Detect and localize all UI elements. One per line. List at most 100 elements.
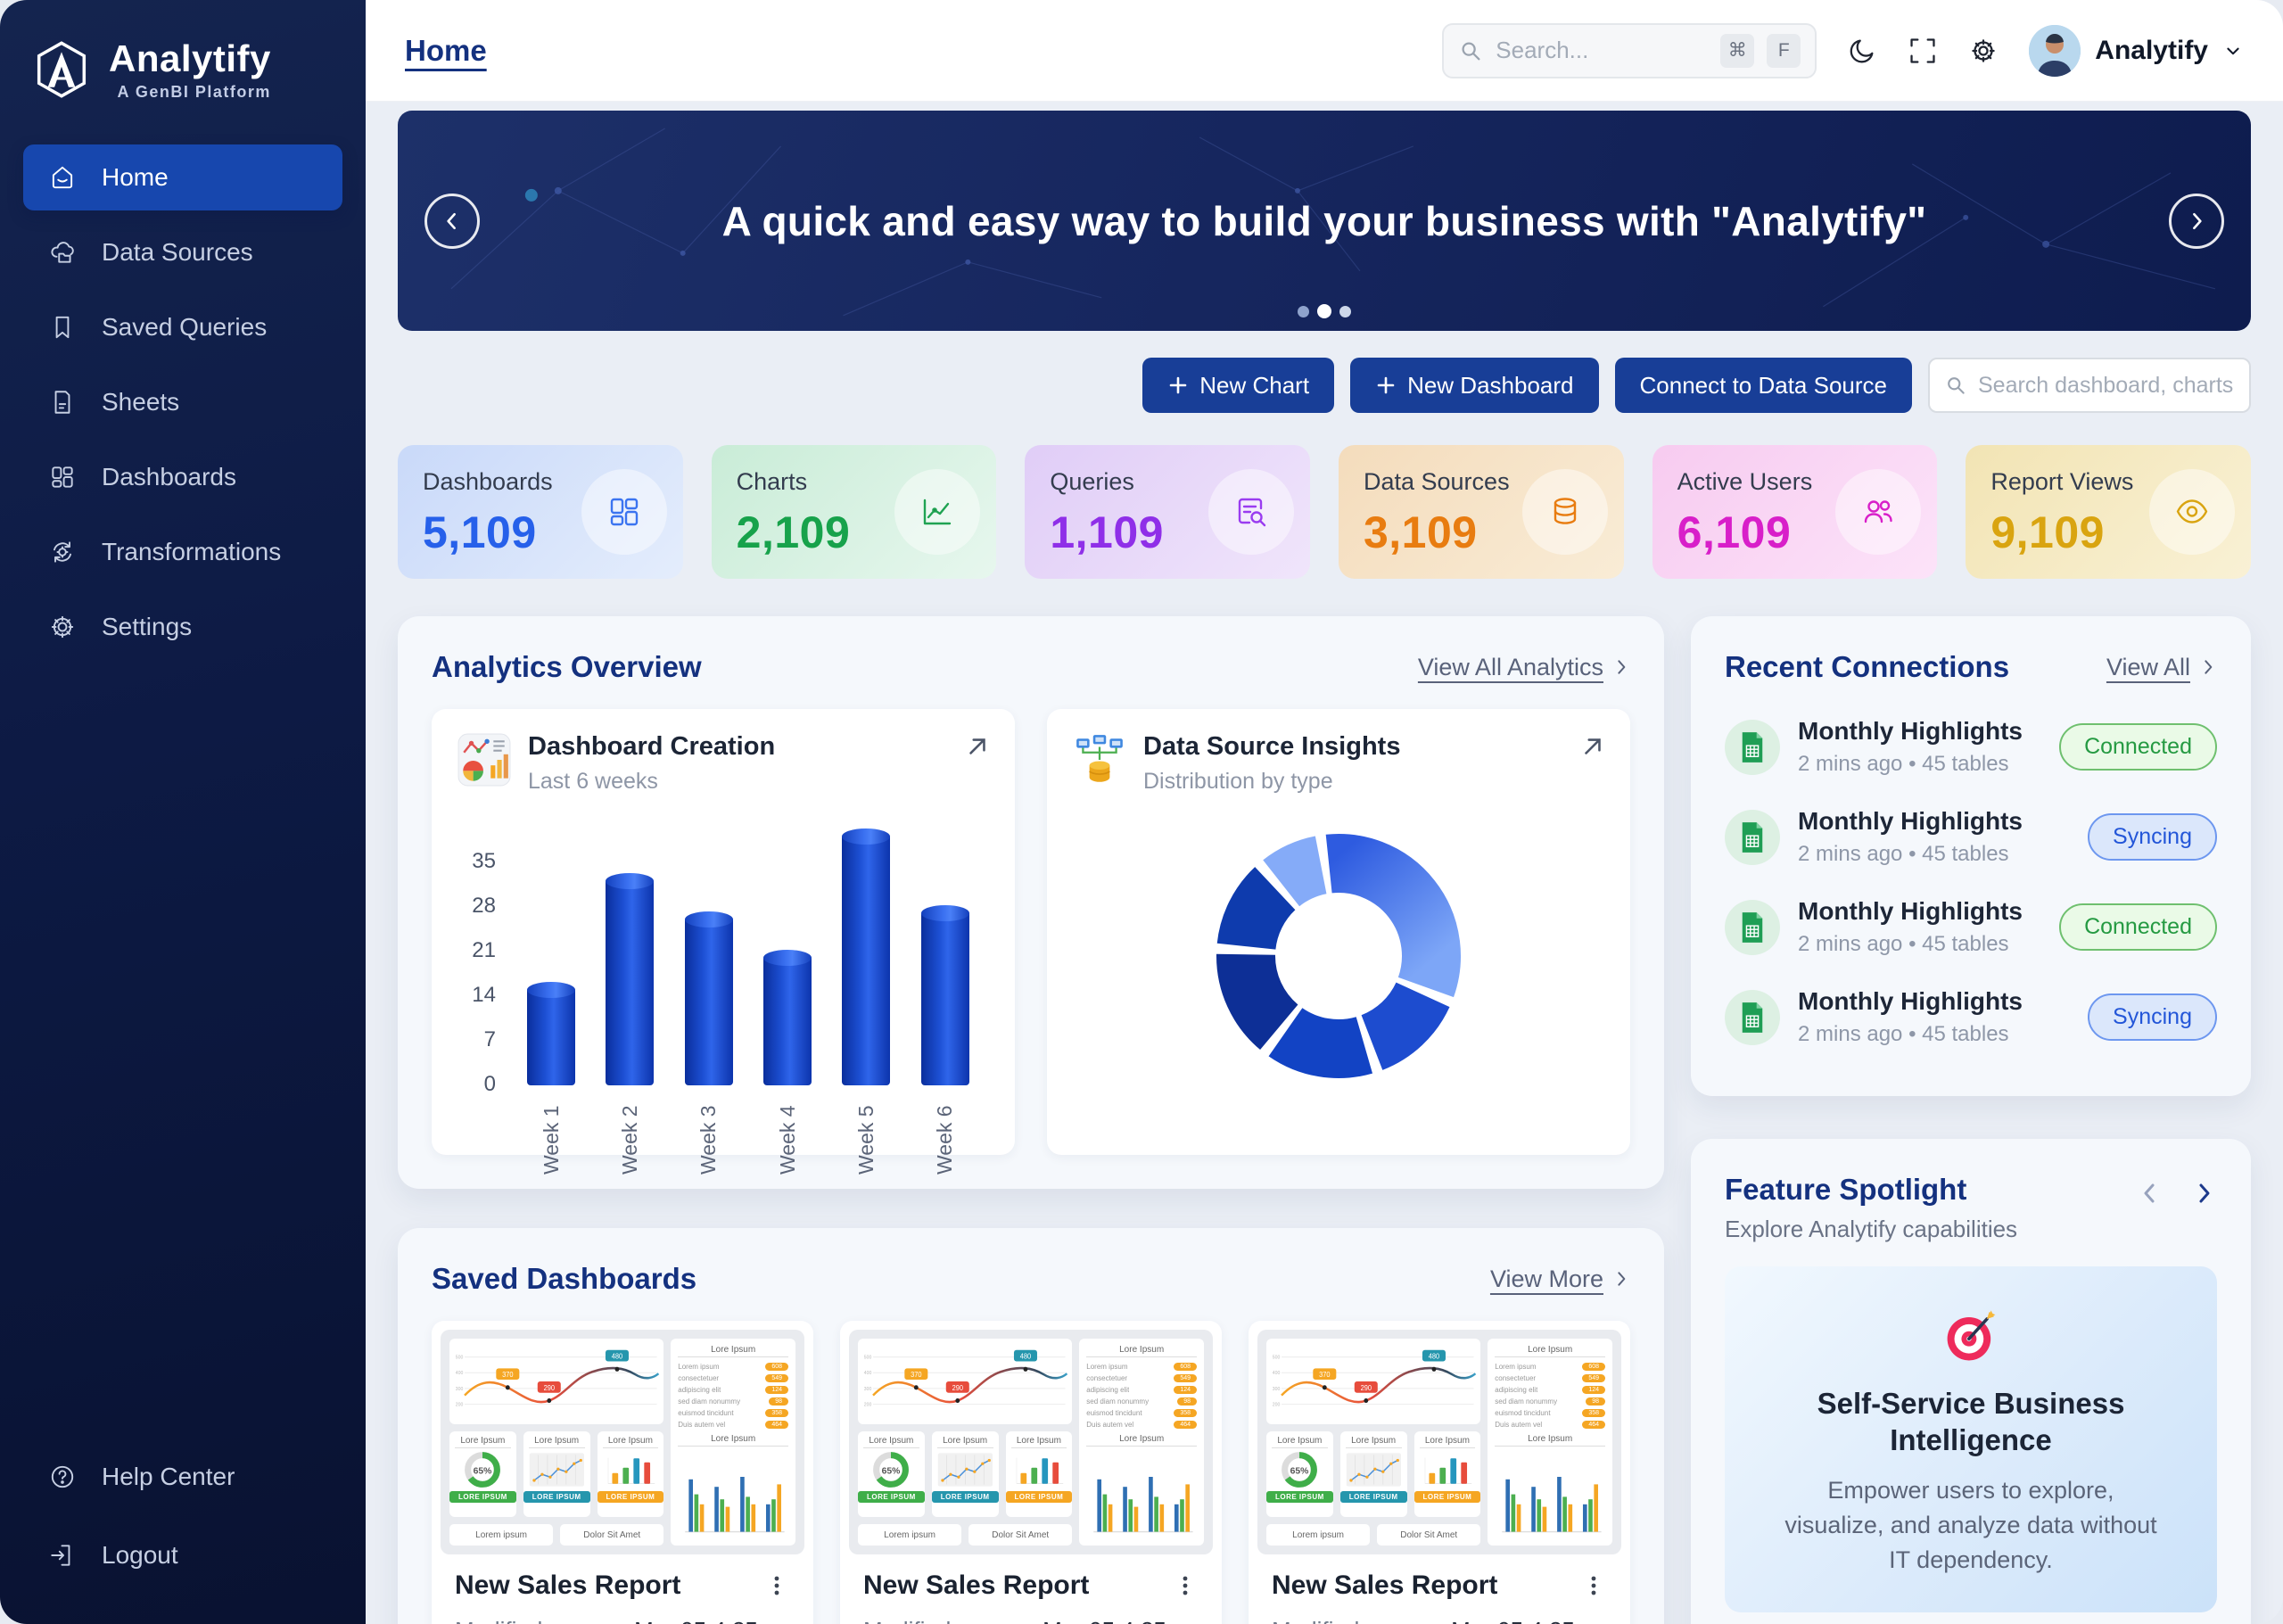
stat-card-active-users[interactable]: Active Users 6,109	[1652, 445, 1938, 579]
stat-card-charts[interactable]: Charts 2,109	[711, 445, 997, 579]
connect-data-source-button[interactable]: Connect to Data Source	[1614, 358, 1912, 413]
svg-text:370: 370	[1319, 1371, 1330, 1379]
spreadsheet-icon	[1725, 719, 1780, 775]
connection-meta: 2 mins ago • 45 tables	[1798, 932, 2009, 956]
stat-card-data-sources[interactable]: Data Sources 3,109	[1338, 445, 1624, 579]
hero-prev-button[interactable]	[424, 193, 480, 249]
sidebar-item-data-sources[interactable]: Data Sources	[23, 219, 342, 285]
thumbnail-footer-left: Lorem ipsum	[858, 1524, 962, 1546]
kebab-menu-icon[interactable]	[763, 1572, 790, 1599]
hero-dot-2[interactable]	[1317, 304, 1331, 318]
spotlight-card[interactable]: Self-Service Business Intelligence Empow…	[1725, 1266, 2217, 1612]
spotlight-prev-icon[interactable]	[2137, 1180, 2163, 1207]
thumbnail-mini-bars	[1016, 1457, 1063, 1485]
saved-dashboard-card[interactable]: 500 400 300 200 370 290 480 Lore Ipsum	[432, 1321, 813, 1624]
thumbnail-grouped-bars	[1093, 1477, 1193, 1533]
user-name: Analytify	[2095, 35, 2208, 65]
transformations-icon	[53, 541, 72, 563]
data-source-insights-icon	[1076, 735, 1123, 782]
sidebar-item-label: Transformations	[102, 538, 282, 565]
thumbnail-line-chart: 500 400 300 200 370 290 480	[1273, 1349, 1477, 1407]
stat-card-report-views[interactable]: Report Views 9,109	[1966, 445, 2251, 579]
dashboard-search-input[interactable]	[1978, 372, 2235, 399]
thumbnail-grouped-bars	[1502, 1477, 1602, 1533]
bar-chart-xlabels: Week 1 Week 2 Week 3 Week 4 Week 5 Week 6	[539, 1105, 957, 1175]
thumbnail-line-chart: 500 400 300 200 370 290 480	[456, 1349, 660, 1407]
sidebar-item-label: Settings	[102, 613, 193, 640]
sidebar-item-label: Dashboards	[102, 463, 236, 490]
eye-icon	[2176, 499, 2208, 523]
svg-text:290: 290	[544, 1384, 555, 1392]
content: A quick and easy way to build your busin…	[366, 102, 2283, 1624]
saved-dashboards-panel: Saved Dashboards View More	[398, 1228, 1664, 1624]
thumbnail-mini-line	[1346, 1453, 1401, 1487]
connection-row[interactable]: Monthly Highlights 2 mins ago • 45 table…	[1725, 882, 2217, 972]
sidebar-item-transformations[interactable]: Transformations	[23, 519, 342, 585]
recent-connections-panel: Recent Connections View All Monthly High…	[1691, 616, 2251, 1096]
thumbnail-line-card: Lore Ipsum LORE IPSUM	[931, 1431, 999, 1517]
sidebar-item-help-center[interactable]: Help Center	[23, 1444, 342, 1510]
chevron-right-icon	[1618, 660, 1626, 674]
chevron-right-icon	[2193, 212, 2202, 229]
new-dashboard-button[interactable]: New Dashboard	[1350, 358, 1599, 413]
open-external-icon[interactable]	[1578, 732, 1607, 761]
saved-card-modified-time: Mar 05 4:25pm	[634, 1617, 790, 1624]
hero-banner: A quick and easy way to build your busin…	[398, 111, 2251, 331]
saved-dashboard-card[interactable]: 500 400 300 200 370 290 480 Lore Ipsum	[1249, 1321, 1630, 1624]
doc-search-icon	[1238, 498, 1266, 527]
connection-row[interactable]: Monthly Highlights 2 mins ago • 45 table…	[1725, 702, 2217, 792]
spotlight-next-icon[interactable]	[2190, 1180, 2217, 1207]
svg-text:65%: 65%	[1290, 1466, 1309, 1476]
right-column: Recent Connections View All Monthly High…	[1691, 616, 2251, 1624]
actions-row: New Chart New Dashboard Connect to Data …	[398, 358, 2251, 413]
sidebar-item-sheets[interactable]: Sheets	[23, 369, 342, 435]
spreadsheet-icon	[1725, 809, 1780, 865]
new-chart-button[interactable]: New Chart	[1142, 358, 1335, 413]
svg-text:370: 370	[502, 1371, 513, 1379]
connection-meta: 2 mins ago • 45 tables	[1798, 752, 2009, 776]
saved-card-title: New Sales Report	[455, 1570, 681, 1600]
kebab-menu-icon[interactable]	[1172, 1572, 1199, 1599]
topbar: Home ⌘ F Analytify	[366, 0, 2283, 102]
sidebar-item-logout[interactable]: Logout	[23, 1522, 342, 1588]
sidebar-item-dashboards[interactable]: Dashboards	[23, 444, 342, 510]
hero-dot-1[interactable]	[1298, 305, 1309, 317]
svg-text:200: 200	[1273, 1402, 1281, 1407]
page-title-home[interactable]: Home	[405, 33, 487, 67]
saved-card-modified-label: Modified	[863, 1617, 951, 1624]
sidebar-item-home[interactable]: Home	[23, 144, 342, 210]
fullscreen-icon[interactable]	[1908, 36, 1938, 66]
dark-mode-icon[interactable]	[1847, 36, 1877, 66]
stat-card-dashboards[interactable]: Dashboards 5,109	[398, 445, 683, 579]
svg-text:400: 400	[456, 1371, 464, 1376]
sidebar-item-label: Home	[102, 163, 169, 191]
settings-gear-icon[interactable]	[1968, 36, 1999, 66]
bar-chart-subtitle: Last 6 weeks	[528, 769, 658, 794]
kebab-menu-icon[interactable]	[1580, 1572, 1607, 1599]
connection-row[interactable]: Monthly Highlights 2 mins ago • 45 table…	[1725, 972, 2217, 1062]
open-external-icon[interactable]	[963, 732, 992, 761]
global-search-input[interactable]	[1496, 37, 1709, 64]
saved-dashboard-card[interactable]: 500 400 300 200 370 290 480 Lore Ipsum	[840, 1321, 1222, 1624]
view-all-analytics-link[interactable]: View All Analytics	[1418, 654, 1630, 681]
dashboard-search[interactable]	[1928, 358, 2251, 413]
connection-row[interactable]: Monthly Highlights 2 mins ago • 45 table…	[1725, 792, 2217, 882]
svg-text:290: 290	[952, 1384, 963, 1392]
sidebar-item-settings[interactable]: Settings	[23, 594, 342, 660]
user-menu[interactable]: Analytify	[2029, 24, 2244, 77]
saved-card-modified-time: Mar 05 4:25pm	[1451, 1617, 1607, 1624]
view-more-link[interactable]: View More	[1490, 1265, 1630, 1293]
sidebar-item-saved-queries[interactable]: Saved Queries	[23, 294, 342, 360]
hero-next-button[interactable]	[2169, 193, 2224, 249]
thumbnail-footer-right: Dolor Sit Amet	[968, 1524, 1073, 1546]
stat-card-queries[interactable]: Queries 1,109	[1025, 445, 1310, 579]
view-all-link[interactable]: View All	[2106, 654, 2217, 681]
thumbnail-mini-bars	[1424, 1457, 1471, 1485]
hero-headline: A quick and easy way to build your busin…	[721, 197, 1927, 244]
sidebar-item-label: Saved Queries	[102, 313, 268, 341]
feature-spotlight-panel: Feature Spotlight Explore Analytify capa…	[1691, 1139, 2251, 1624]
hero-dot-3[interactable]	[1339, 305, 1351, 317]
global-search[interactable]: ⌘ F	[1442, 22, 1817, 78]
connection-status-badge: Connected	[2059, 723, 2217, 771]
svg-text:500: 500	[456, 1355, 464, 1360]
